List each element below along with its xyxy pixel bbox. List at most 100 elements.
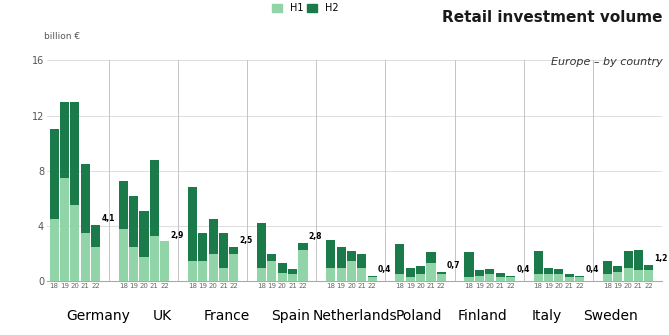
Bar bbox=[257, 268, 266, 281]
Bar bbox=[426, 252, 436, 263]
Bar bbox=[60, 178, 69, 281]
Bar bbox=[357, 268, 367, 281]
Bar bbox=[506, 277, 515, 281]
Text: Retail investment volume: Retail investment volume bbox=[442, 10, 662, 25]
Bar bbox=[118, 181, 128, 229]
Bar bbox=[603, 274, 612, 281]
Bar bbox=[257, 223, 266, 268]
Bar bbox=[229, 254, 238, 281]
Text: 0,4: 0,4 bbox=[516, 266, 530, 274]
Bar bbox=[395, 274, 405, 281]
Bar bbox=[405, 277, 415, 281]
Bar bbox=[506, 276, 515, 277]
Bar bbox=[624, 268, 633, 281]
Text: 0,4: 0,4 bbox=[585, 266, 599, 274]
Bar bbox=[368, 277, 377, 281]
Bar bbox=[496, 277, 504, 281]
Bar bbox=[188, 261, 197, 281]
Bar bbox=[395, 244, 405, 274]
Bar bbox=[565, 274, 574, 277]
Bar bbox=[298, 243, 308, 250]
Bar bbox=[209, 254, 217, 281]
Text: 1,2: 1,2 bbox=[654, 255, 668, 263]
Bar bbox=[644, 265, 654, 270]
Bar bbox=[91, 225, 100, 247]
Bar bbox=[326, 268, 335, 281]
Bar bbox=[368, 276, 377, 277]
Bar bbox=[50, 129, 59, 219]
Bar bbox=[278, 273, 287, 281]
Bar bbox=[613, 272, 622, 281]
Bar bbox=[575, 276, 584, 277]
Bar bbox=[50, 219, 59, 281]
Bar bbox=[118, 229, 128, 281]
Bar bbox=[70, 205, 80, 281]
Bar bbox=[268, 254, 276, 261]
Bar bbox=[198, 261, 207, 281]
Bar bbox=[219, 268, 228, 281]
Bar bbox=[624, 251, 633, 268]
Bar bbox=[544, 268, 553, 274]
Bar bbox=[81, 164, 90, 233]
Bar bbox=[464, 277, 474, 281]
Bar bbox=[496, 273, 504, 277]
Text: 0,4: 0,4 bbox=[378, 266, 391, 274]
Bar bbox=[416, 274, 425, 281]
Bar bbox=[416, 266, 425, 274]
Bar bbox=[544, 274, 553, 281]
Bar bbox=[475, 276, 484, 281]
Bar bbox=[278, 263, 287, 273]
Bar bbox=[337, 247, 346, 268]
Bar bbox=[357, 254, 367, 268]
Bar bbox=[139, 257, 149, 281]
Bar bbox=[288, 269, 297, 274]
Text: 0,7: 0,7 bbox=[447, 261, 460, 270]
Bar bbox=[198, 233, 207, 261]
Bar bbox=[485, 274, 494, 281]
Bar bbox=[437, 272, 446, 274]
Bar bbox=[188, 188, 197, 261]
Bar bbox=[60, 102, 69, 178]
Bar bbox=[347, 251, 356, 261]
Text: Europe – by country: Europe – by country bbox=[551, 57, 662, 67]
Bar bbox=[70, 102, 80, 205]
Bar bbox=[437, 274, 446, 281]
Text: 2,5: 2,5 bbox=[240, 237, 253, 246]
Bar bbox=[634, 270, 643, 281]
Bar bbox=[347, 261, 356, 281]
Bar bbox=[150, 160, 159, 236]
Bar bbox=[298, 250, 308, 281]
Bar bbox=[337, 268, 346, 281]
Bar bbox=[613, 266, 622, 272]
Bar bbox=[129, 196, 138, 247]
Bar bbox=[603, 261, 612, 274]
Bar bbox=[644, 270, 654, 281]
Bar bbox=[475, 270, 484, 276]
Bar bbox=[150, 236, 159, 281]
Bar bbox=[288, 274, 297, 281]
Bar bbox=[268, 261, 276, 281]
Text: 2,8: 2,8 bbox=[309, 232, 322, 241]
Bar bbox=[555, 274, 563, 281]
Bar bbox=[555, 269, 563, 274]
Bar bbox=[129, 247, 138, 281]
Bar bbox=[229, 247, 238, 254]
Bar bbox=[534, 251, 543, 274]
Bar bbox=[575, 277, 584, 281]
Text: 2,9: 2,9 bbox=[171, 231, 184, 240]
Bar bbox=[81, 233, 90, 281]
Text: 4,1: 4,1 bbox=[101, 214, 114, 223]
Bar bbox=[634, 250, 643, 270]
Bar bbox=[209, 219, 217, 254]
Bar bbox=[426, 263, 436, 281]
Bar bbox=[534, 274, 543, 281]
Bar bbox=[219, 233, 228, 268]
Text: billion €: billion € bbox=[43, 31, 80, 41]
Bar bbox=[405, 268, 415, 277]
Bar bbox=[160, 241, 169, 281]
Legend: H1, H2: H1, H2 bbox=[272, 3, 339, 13]
Bar bbox=[565, 277, 574, 281]
Bar bbox=[139, 211, 149, 257]
Bar bbox=[326, 240, 335, 268]
Bar bbox=[464, 252, 474, 277]
